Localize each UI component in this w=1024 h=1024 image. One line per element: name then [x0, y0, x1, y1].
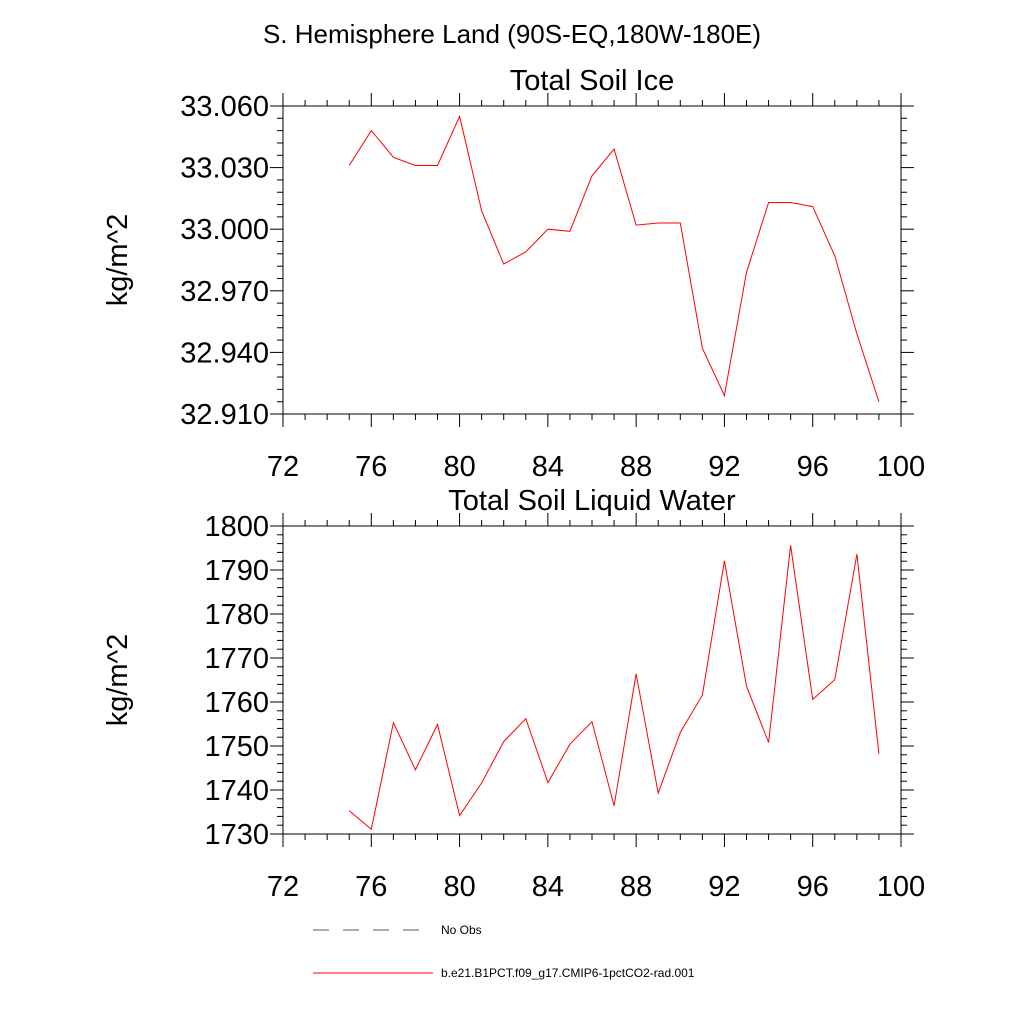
legend-entry-model-run: b.e21.B1PCT.f09_g17.CMIP6-1pctCO2-rad.00…: [313, 966, 695, 980]
x-tick-label: 96: [797, 451, 829, 483]
x-tick-label: 96: [797, 871, 829, 903]
x-tick-label: 84: [532, 871, 564, 903]
x-tick-label: 92: [708, 871, 740, 903]
y-tick-label: 1730: [204, 819, 269, 851]
x-tick-label: 76: [355, 451, 387, 483]
series-line: [348, 545, 880, 831]
x-tick-label: 72: [267, 871, 299, 903]
panel-title: Total Soil Ice: [510, 65, 674, 97]
legend-label-no-obs: No Obs: [441, 923, 482, 937]
y-tick-label: 33.030: [180, 153, 269, 185]
series-line: [348, 114, 880, 402]
y-tick-label: 32.940: [180, 337, 269, 369]
x-tick-label: 72: [267, 451, 299, 483]
panel-total-soil-liquid-water: Total Soil Liquid Water kg/m^2 72 76 80 84 88 9…: [102, 485, 925, 903]
plot-frame: [282, 525, 902, 835]
y-tick-label: 1740: [204, 775, 269, 807]
y-axis-label: kg/m^2: [102, 634, 134, 727]
y-tick-label: 1790: [204, 555, 269, 587]
x-tick-label: 88: [620, 451, 652, 483]
x-tick-label: 84: [532, 451, 564, 483]
figure-main-title: S. Hemisphere Land (90S-EQ,180W-180E): [263, 19, 761, 49]
y-tick-label: 1800: [204, 511, 269, 543]
x-tick-label: 76: [355, 871, 387, 903]
y-tick-label: 32.970: [180, 276, 269, 308]
y-tick-label: 1770: [204, 643, 269, 675]
legend: No Obs b.e21.B1PCT.f09_g17.CMIP6-1pctCO2…: [313, 923, 695, 980]
y-tick-label: 32.910: [180, 399, 269, 431]
panel-title: Total Soil Liquid Water: [448, 485, 736, 517]
y-tick-label: 1780: [204, 599, 269, 631]
y-axis-label: kg/m^2: [102, 214, 134, 307]
panel-total-soil-ice: Total Soil Ice kg/m^2 72 76 80 84 88 92 96 100 32.…: [102, 65, 925, 483]
y-tick-label: 33.060: [180, 91, 269, 123]
x-tick-label: 100: [877, 871, 925, 903]
y-tick-label: 1750: [204, 731, 269, 763]
legend-entry-no-obs: No Obs: [313, 923, 482, 937]
x-tick-label: 88: [620, 871, 652, 903]
x-tick-label: 80: [443, 451, 475, 483]
plot-frame: [282, 105, 902, 415]
x-tick-label: 92: [708, 451, 740, 483]
legend-label-model-run: b.e21.B1PCT.f09_g17.CMIP6-1pctCO2-rad.00…: [441, 966, 695, 980]
x-tick-label: 80: [443, 871, 475, 903]
x-tick-label: 100: [877, 451, 925, 483]
y-tick-label: 1760: [204, 687, 269, 719]
y-tick-label: 33.000: [180, 214, 269, 246]
